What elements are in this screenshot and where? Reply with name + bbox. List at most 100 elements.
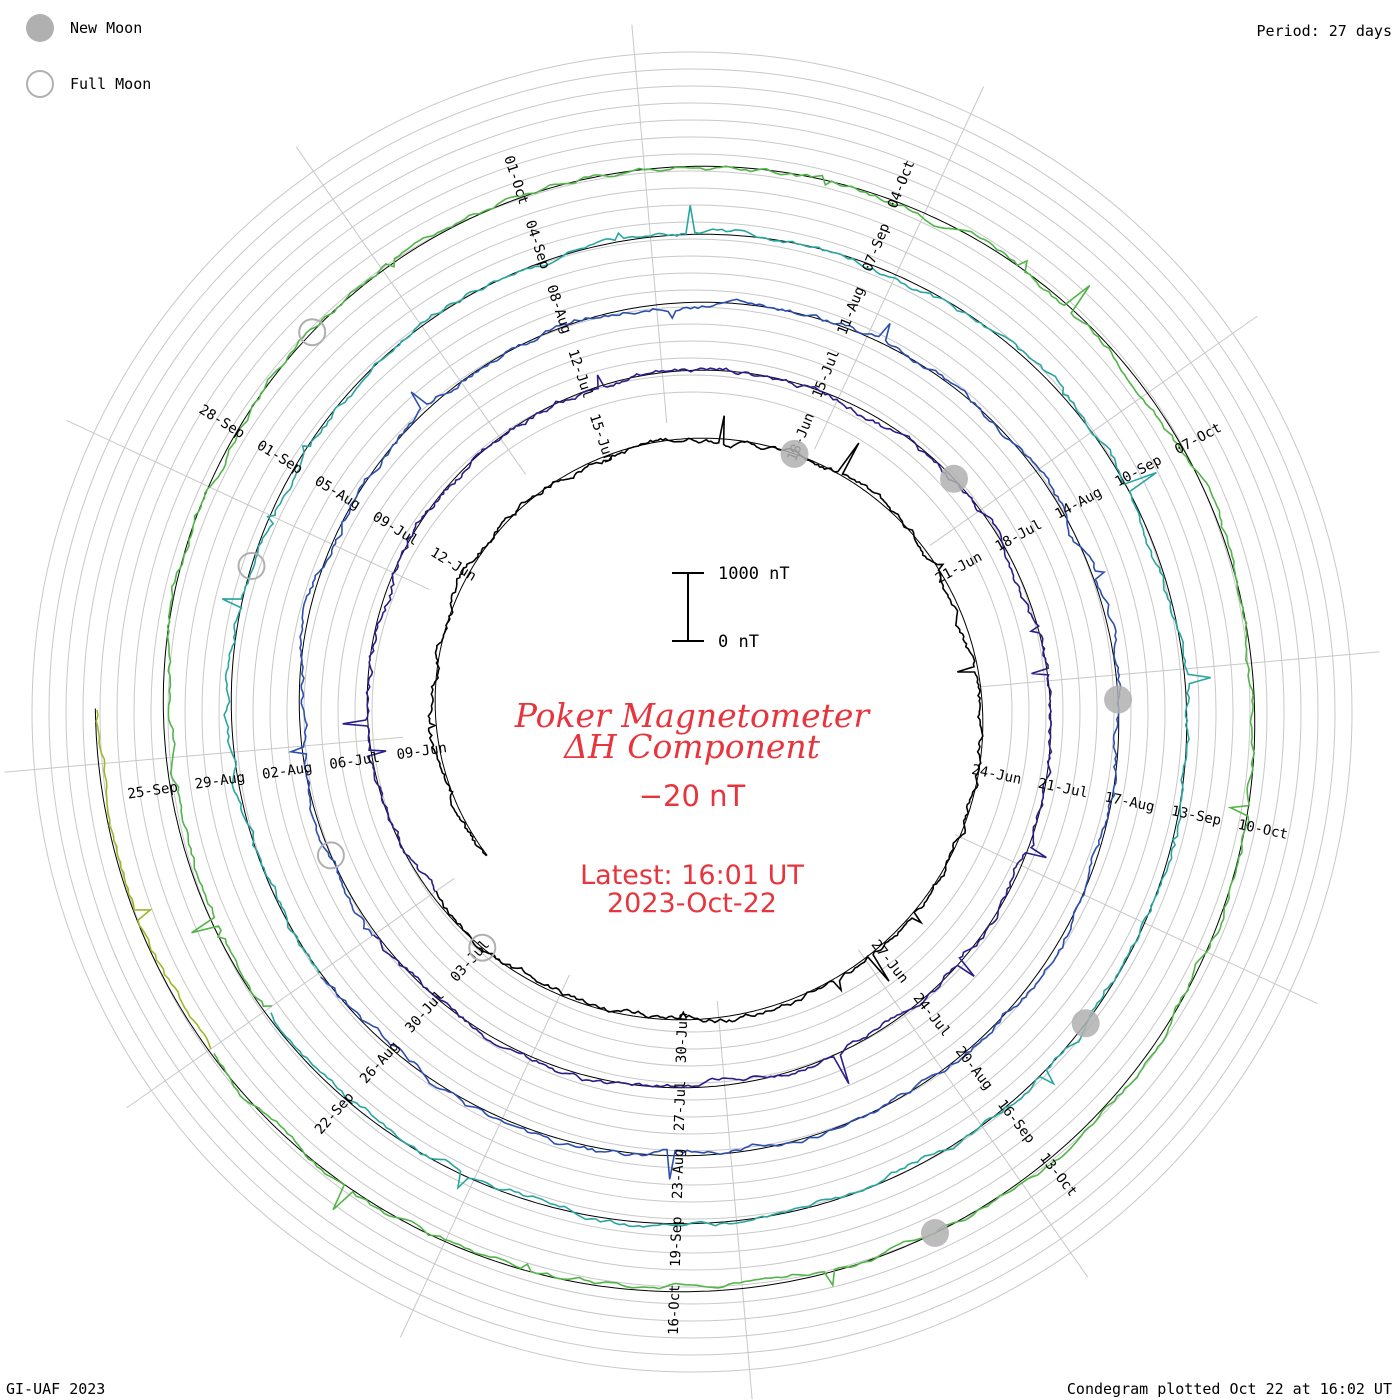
title-line-1: Poker Magnetometer <box>514 696 872 735</box>
date-tick-label: 21-Jun <box>933 549 985 587</box>
title-line-2: ΔH Component <box>562 727 821 766</box>
date-tick-label: 25-Sep <box>127 779 179 802</box>
baseline-spiral <box>94 165 1256 1293</box>
chart-title: Poker Magnetometer ΔH Component −20 nT L… <box>514 696 872 919</box>
baseline-path <box>94 165 1256 1293</box>
grid-circle <box>235 255 1149 1169</box>
date-tick-label: 11-Aug <box>835 284 869 337</box>
grid-circle <box>184 204 1200 1220</box>
date-tick-label: 17-Aug <box>1103 789 1156 815</box>
new-moon-marker <box>1104 685 1133 714</box>
date-tick-label: 12-Jun <box>427 545 478 585</box>
moon-markers <box>237 318 1133 1247</box>
new-moon-marker <box>921 1219 949 1247</box>
date-tick-label: 02-Aug <box>261 760 313 783</box>
grid-circle <box>133 153 1251 1271</box>
footer-plot-time: Condegram plotted Oct 22 at 16:02 UT <box>1066 1380 1392 1398</box>
grid-circle <box>286 306 1098 1118</box>
date-tick-label: 16-Oct <box>666 1284 683 1335</box>
latest-time: Latest: 16:01 UT <box>580 860 804 891</box>
new-moon-marker <box>780 439 809 468</box>
grid-spoke <box>857 949 1089 1278</box>
date-tick-label: 01-Sep <box>254 438 305 478</box>
date-tick-label: 07-Sep <box>860 221 894 274</box>
date-tick-label: 29-Aug <box>194 770 246 793</box>
date-tick-label: 09-Jun <box>396 740 448 763</box>
scale-bottom-label: 0 nT <box>718 632 759 652</box>
grid-circle <box>218 238 1166 1186</box>
trace-segment <box>427 415 984 1024</box>
full-moon-marker <box>237 552 266 580</box>
legend-new-moon: New Moon <box>26 14 142 42</box>
date-tick-label: 30-Jul <box>402 988 448 1036</box>
date-tick-label: 18-Jul <box>993 517 1045 555</box>
date-tick-label: 28-Sep <box>196 402 247 442</box>
grid-circle <box>116 136 1268 1288</box>
date-tick-label: 07-Oct <box>1172 420 1224 458</box>
full-moon-label: Full Moon <box>70 75 152 93</box>
date-tick-label: 19-Sep <box>668 1216 685 1267</box>
grid-circle <box>65 85 1319 1339</box>
date-tick-label: 15-Jul <box>810 348 844 401</box>
grid-circles <box>31 51 1353 1373</box>
scale-bar: 1000 nT 0 nT <box>672 564 790 652</box>
footer-credit: GI-UAF 2023 <box>6 1380 106 1398</box>
legend-full-moon: Full Moon <box>26 70 151 98</box>
trace-segment <box>95 709 212 1050</box>
date-tick-label: 15-Jun <box>586 412 617 465</box>
date-tick-label: 14-Aug <box>1053 484 1105 522</box>
full-moon-marker <box>316 841 345 870</box>
grid-circle <box>31 51 1353 1373</box>
date-tick-label: 21-Jul <box>1037 776 1090 802</box>
grid-spoke <box>399 974 570 1338</box>
date-tick-label: 09-Jul <box>370 509 421 549</box>
date-tick-label: 22-Sep <box>312 1089 358 1137</box>
date-tick-label: 13-Oct <box>1036 1150 1080 1200</box>
grid-spoke <box>929 315 1258 547</box>
grid-spoke <box>631 24 668 424</box>
date-tick-label: 04-Oct <box>885 158 919 211</box>
new-moon-label: New Moon <box>70 19 143 37</box>
date-tick-label: 16-Sep <box>994 1097 1038 1147</box>
grid-circle <box>371 391 1013 1033</box>
current-value: −20 nT <box>639 779 746 813</box>
grid-circle <box>82 102 1302 1322</box>
grid-spoke <box>814 86 985 450</box>
grid-spoke <box>4 736 404 773</box>
period-label: Period: 27 days <box>1256 22 1392 40</box>
new-moon-icon <box>26 14 54 42</box>
radial-spokes <box>4 24 1380 1400</box>
grid-spoke <box>295 146 527 475</box>
grid-circle <box>201 221 1183 1203</box>
trace-segment <box>166 165 1256 1290</box>
full-moon-marker <box>468 933 497 962</box>
date-tick-label: 10-Oct <box>1236 817 1289 843</box>
grid-circle <box>252 272 1132 1152</box>
grid-spoke <box>126 877 455 1109</box>
grid-spoke <box>66 419 430 590</box>
new-moon-marker <box>1071 1009 1100 1038</box>
grid-spoke <box>716 1000 753 1400</box>
date-tick-label: 05-Aug <box>312 473 363 513</box>
full-moon-icon <box>26 70 54 98</box>
date-tick-label: 27-Jul <box>672 1080 689 1131</box>
trace-segment <box>221 205 1211 1228</box>
grid-circle <box>48 68 1336 1356</box>
grid-circle <box>354 374 1030 1050</box>
grid-circle <box>320 340 1064 1084</box>
grid-spoke <box>954 834 1318 1005</box>
date-tick-label: 26-Aug <box>357 1038 403 1086</box>
latest-date: 2023-Oct-22 <box>607 888 777 919</box>
date-tick-label: 23-Aug <box>670 1148 687 1199</box>
scale-top-label: 1000 nT <box>718 564 790 584</box>
magnetometer-trace <box>95 165 1256 1290</box>
date-tick-label: 27-Jun <box>868 937 912 987</box>
grid-circle <box>150 170 1234 1254</box>
date-tick-label: 20-Aug <box>952 1044 996 1094</box>
grid-circle <box>99 119 1285 1305</box>
new-moon-marker <box>940 464 968 493</box>
trace-segment <box>287 298 1122 1180</box>
grid-circle <box>337 357 1047 1067</box>
date-tick-label: 30-Jun <box>674 1012 691 1063</box>
